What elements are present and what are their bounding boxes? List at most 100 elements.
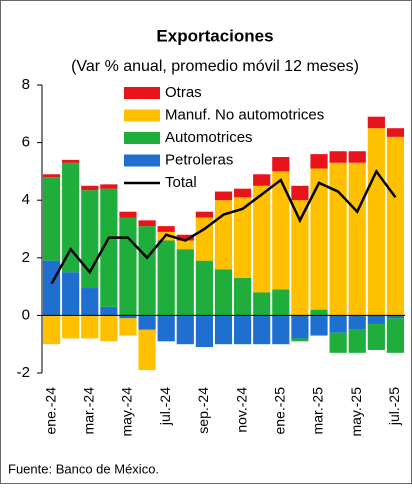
bar-segment xyxy=(272,289,290,316)
y-tick-label: 0 xyxy=(22,306,30,323)
bar-segment xyxy=(176,234,194,241)
bar-segment xyxy=(367,315,385,325)
bar-segment xyxy=(119,315,137,319)
bar-segment xyxy=(195,260,213,316)
bar-segment xyxy=(234,277,252,316)
bar-segment xyxy=(138,220,156,227)
bar-segment xyxy=(272,315,290,345)
bar-segment xyxy=(42,260,61,316)
bar-segment xyxy=(42,315,61,345)
bar-segment xyxy=(119,318,137,336)
bar-segment xyxy=(234,188,252,198)
bar-segment xyxy=(138,226,156,316)
bar-segment xyxy=(42,174,61,178)
legend-label: Automotrices xyxy=(165,129,253,146)
bar-segment xyxy=(348,162,366,316)
chart-subtitle: (Var % anual, promedio móvil 12 meses) xyxy=(71,58,359,75)
bar-segment xyxy=(195,217,213,261)
bar-segment xyxy=(62,272,80,316)
bar-segment xyxy=(310,309,328,316)
legend-label: Petroleras xyxy=(165,151,233,168)
y-tick-label: 8 xyxy=(22,76,30,93)
bar-segment xyxy=(195,315,213,348)
bar-segment xyxy=(386,136,405,316)
bar-segment xyxy=(253,292,271,316)
bar-segment xyxy=(100,315,118,342)
bar-segment xyxy=(234,315,252,345)
x-tick-label: ene.-24 xyxy=(42,387,58,435)
bar-segment xyxy=(62,162,80,273)
bar-segment xyxy=(310,154,328,169)
y-tick-label: 4 xyxy=(22,191,30,208)
bar-segment xyxy=(81,288,99,316)
bar-segment xyxy=(329,162,347,316)
bar-segment xyxy=(81,315,99,339)
bar-segment xyxy=(214,191,233,201)
bar-segment xyxy=(176,315,194,345)
bar-segment xyxy=(214,269,233,316)
bar-segment xyxy=(138,315,156,330)
bar-segment xyxy=(195,211,213,218)
bar-segment xyxy=(367,324,385,350)
bar-segment xyxy=(291,315,309,339)
legend-swatch xyxy=(124,132,160,144)
legend-swatch xyxy=(124,154,160,167)
bar-segment xyxy=(42,177,61,261)
bar-segment xyxy=(253,185,271,293)
bar-segment xyxy=(234,197,252,278)
y-tick-label: 6 xyxy=(22,134,30,151)
legend-swatch xyxy=(124,87,160,99)
bar-segment xyxy=(176,240,194,250)
bar-segment xyxy=(272,157,290,172)
legend-label: Otras xyxy=(165,84,202,101)
bar-segment xyxy=(272,171,290,290)
bar-segment xyxy=(100,188,118,307)
bar-segment xyxy=(119,217,137,316)
bar-segment xyxy=(176,249,194,316)
x-tick-label: mar.-25 xyxy=(310,387,326,435)
bar-segment xyxy=(157,240,175,316)
bar-segment xyxy=(81,185,99,191)
bar-segment xyxy=(138,329,156,371)
total-line xyxy=(50,168,397,285)
legend-label: Total xyxy=(165,174,197,191)
bar-segment xyxy=(329,151,347,163)
legend-swatch xyxy=(124,109,160,122)
bar-segment xyxy=(386,315,405,319)
x-tick-label: may.-24 xyxy=(119,387,135,437)
bar-segment xyxy=(310,315,328,336)
bar-segment xyxy=(367,116,385,129)
x-tick-label: nov.-24 xyxy=(233,387,249,433)
bar-segment xyxy=(329,332,347,353)
bar-segment xyxy=(291,338,309,342)
bar-segment xyxy=(100,184,118,189)
bar-segment xyxy=(291,185,309,201)
chart-title: Exportaciones xyxy=(156,26,273,45)
bar-segment xyxy=(62,315,80,339)
bar-segment xyxy=(62,159,80,163)
x-tick-label: ene.-25 xyxy=(272,387,288,435)
y-tick-label: -2 xyxy=(17,364,30,381)
bar-segment xyxy=(214,200,233,270)
bar-segment xyxy=(100,306,118,316)
bar-segment xyxy=(386,318,405,353)
bar-segment xyxy=(157,226,175,232)
bar-segment xyxy=(329,315,347,333)
bar-segment xyxy=(348,315,366,330)
bar-segment xyxy=(348,329,366,353)
y-tick-label: 2 xyxy=(22,249,30,266)
bar-segment xyxy=(253,174,271,186)
bar-segment xyxy=(386,128,405,137)
bar-segment xyxy=(367,128,385,316)
x-tick-label: jul.-24 xyxy=(157,387,173,426)
x-tick-label: mar.-24 xyxy=(80,387,96,435)
x-tick-label: jul.-25 xyxy=(386,387,402,426)
bar-segment xyxy=(119,211,137,218)
x-tick-label: may.-25 xyxy=(348,387,364,437)
x-tick-label: sep.-24 xyxy=(195,387,211,434)
source: Fuente: Banco de México. xyxy=(8,461,159,476)
bar-segment xyxy=(157,315,175,342)
bar-segment xyxy=(291,200,309,316)
bar-segment xyxy=(214,315,233,345)
